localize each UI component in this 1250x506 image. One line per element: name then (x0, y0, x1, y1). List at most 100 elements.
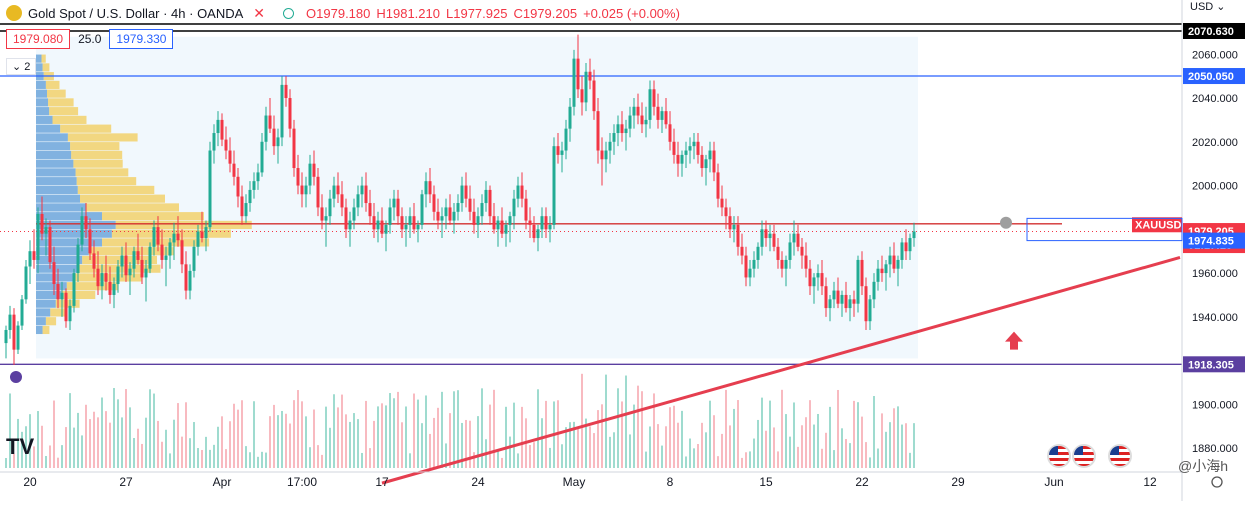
volume-bar (809, 400, 811, 468)
candle-body (200, 231, 204, 239)
ohlc-change: +0.025 (+0.00%) (583, 5, 680, 21)
volume-bar (789, 436, 791, 468)
volume-bar (445, 443, 447, 468)
symbol-header: Gold Spot / U.S. Dollar · 4h · OANDA ✕ O… (0, 0, 680, 26)
profile-yellow-bar (115, 220, 252, 230)
candle-body (660, 111, 664, 120)
volume-bar (561, 444, 563, 468)
volume-bar (549, 447, 551, 468)
candle-body (32, 251, 36, 260)
volume-bar (25, 426, 27, 468)
candle-body (308, 163, 312, 186)
candle-body (840, 294, 844, 304)
volume-bar (349, 421, 351, 468)
volume-bar (313, 409, 315, 468)
profile-yellow-bar (45, 80, 60, 89)
candle-body (856, 259, 860, 304)
candle-body (96, 268, 100, 287)
candle-body (564, 128, 568, 151)
volume-bar (217, 426, 219, 468)
volume-bar (337, 407, 339, 468)
candle-body (412, 216, 416, 230)
candle-body (452, 211, 456, 221)
volume-bar (321, 454, 323, 468)
volume-bar (273, 404, 275, 468)
volume-bar (601, 404, 603, 468)
volume-bar (889, 422, 891, 468)
candle-body (880, 268, 884, 274)
currency-selector[interactable]: USD ⌄ (1190, 0, 1226, 13)
profile-blue-bar (36, 107, 50, 116)
volume-bar (841, 428, 843, 468)
candle-body (148, 246, 152, 269)
support-trendline (381, 255, 1181, 485)
volume-bar (373, 420, 375, 468)
symbol-title[interactable]: Gold Spot / U.S. Dollar · 4h · OANDA (28, 5, 244, 21)
us-flag-event-icon[interactable] (1108, 444, 1132, 468)
volume-bar (325, 406, 327, 468)
volume-bar (477, 416, 479, 468)
candle-body (888, 255, 892, 265)
volume-bar (621, 401, 623, 468)
volume-bar (509, 436, 511, 468)
volume-bar (821, 448, 823, 468)
volume-bar (505, 406, 507, 468)
candle-body (416, 224, 420, 230)
indicator-toggle[interactable]: ⌄ 2 (6, 58, 37, 75)
volume-bar (393, 398, 395, 468)
candle-body (252, 181, 256, 190)
volume-bar (465, 419, 467, 468)
y-tick-label: 2040.000 (1192, 93, 1238, 105)
candle-body (524, 198, 528, 221)
volume-bar (597, 410, 599, 468)
volume-bar (805, 417, 807, 468)
candle-body (328, 198, 332, 217)
profile-blue-bar (36, 299, 56, 308)
volume-bar (17, 418, 19, 468)
volume-bar (369, 448, 371, 468)
volume-bar (117, 399, 119, 468)
candle-body (748, 268, 752, 278)
volume-bar (245, 446, 247, 468)
position-box (1026, 217, 1183, 242)
volume-bar (469, 420, 471, 468)
candle-body (292, 128, 296, 169)
volume-bar (853, 400, 855, 468)
profile-blue-bar (36, 325, 43, 335)
buy-price-button[interactable]: 1979.330 (109, 29, 174, 49)
candle-body (508, 216, 512, 225)
chevron-down-icon: ⌄ (12, 61, 22, 73)
volume-bar (757, 419, 759, 468)
candle-body (532, 224, 536, 239)
x-tick-label: 22 (855, 475, 869, 489)
level-price-label: 2050.050 (1188, 71, 1234, 83)
volume-bar (817, 413, 819, 468)
candle-body (440, 216, 444, 221)
candle-body (648, 89, 652, 120)
volume-bar (865, 442, 867, 468)
candle-body (196, 231, 200, 247)
x-tick-label: 17:00 (287, 475, 317, 489)
us-flag-event-icon[interactable] (1047, 444, 1071, 468)
volume-bar (669, 407, 671, 468)
volume-bar (765, 430, 767, 468)
volume-bar (97, 417, 99, 468)
candle-body (824, 286, 828, 309)
profile-yellow-bar (55, 299, 80, 308)
candle-body (144, 268, 148, 278)
level-price-label: 2070.630 (1188, 26, 1234, 38)
volume-bar (425, 395, 427, 468)
volume-bar (289, 423, 291, 468)
volume-bar (541, 418, 543, 468)
volume-bar (473, 452, 475, 468)
candle-body (220, 119, 224, 140)
candle-body (120, 255, 124, 267)
us-flag-event-icon[interactable] (1072, 444, 1096, 468)
close-icon[interactable]: ✕ (253, 4, 266, 21)
sell-price-button[interactable]: 1979.080 (6, 29, 71, 49)
volume-bar (705, 432, 707, 468)
price-label-bg (1183, 232, 1245, 249)
candle-body (828, 299, 832, 309)
